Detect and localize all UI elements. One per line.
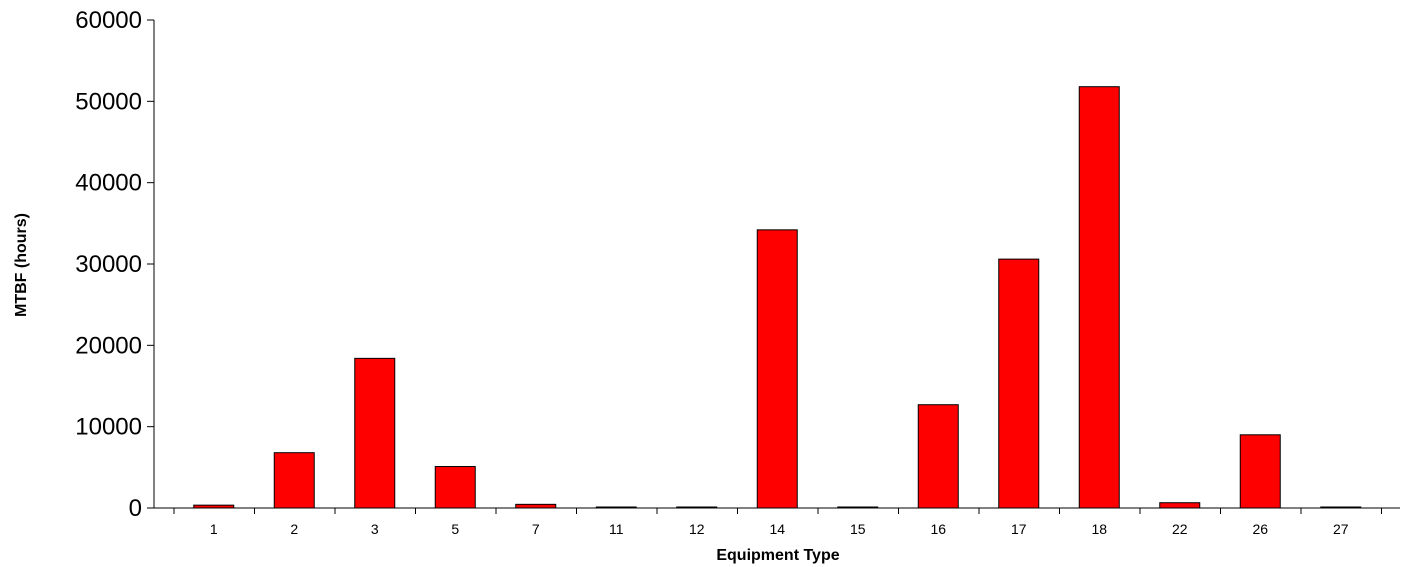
y-tick-label: 20000 xyxy=(75,332,142,359)
x-tick-label: 17 xyxy=(1011,521,1027,537)
x-axis: 1 2 3 5 7 11 12 14 15 16 17 18 22 26 27 xyxy=(154,507,1400,537)
x-tick-label: 18 xyxy=(1091,521,1107,537)
x-tick-label: 15 xyxy=(850,521,866,537)
bar-17 xyxy=(998,258,1040,509)
x-tick-label: 14 xyxy=(769,521,785,537)
bar-26 xyxy=(1239,434,1281,509)
x-tick-label: 22 xyxy=(1172,521,1188,537)
x-tick-label: 26 xyxy=(1252,521,1268,537)
y-tick-label: 40000 xyxy=(75,170,142,197)
bar-1 xyxy=(193,504,235,509)
x-tick-label: 3 xyxy=(371,521,379,537)
y-tick-label: 10000 xyxy=(75,414,142,441)
x-tick-label: 2 xyxy=(290,521,298,537)
x-axis-title: Equipment Type xyxy=(716,547,839,564)
y-axis: 0 10000 20000 30000 40000 50000 60000 xyxy=(75,7,155,522)
x-tick-label: 5 xyxy=(451,521,459,537)
x-tick-label: 1 xyxy=(210,521,218,537)
x-tick-label: 12 xyxy=(689,521,705,537)
bar-15 xyxy=(837,506,879,509)
y-tick-label: 60000 xyxy=(75,7,142,34)
bar-2 xyxy=(273,452,315,509)
bar-12 xyxy=(676,506,718,509)
y-tick-label: 50000 xyxy=(75,88,142,115)
bar-22 xyxy=(1159,502,1201,509)
bar-27 xyxy=(1320,506,1362,509)
bar-18 xyxy=(1078,86,1120,509)
bar-14 xyxy=(756,229,798,509)
bar-7 xyxy=(515,503,557,509)
bars xyxy=(193,86,1362,509)
bar-3 xyxy=(354,357,396,509)
y-tick-label: 0 xyxy=(129,495,142,522)
y-axis-title: MTBF (hours) xyxy=(13,213,30,317)
bar-16 xyxy=(917,404,959,509)
y-tick-label: 30000 xyxy=(75,251,142,278)
x-tick-label: 7 xyxy=(532,521,540,537)
bar-11 xyxy=(595,506,637,509)
x-tick-label: 27 xyxy=(1333,521,1349,537)
bar-5 xyxy=(434,466,476,509)
x-tick-label: 11 xyxy=(609,521,624,537)
x-tick-label: 16 xyxy=(930,521,946,537)
